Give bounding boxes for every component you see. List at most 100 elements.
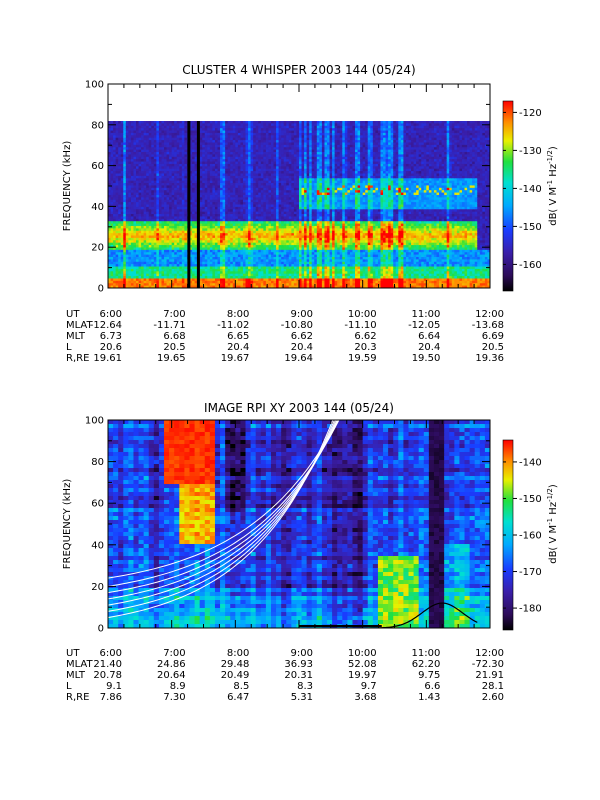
row-label: MLT [66,331,86,342]
y-tick-label: 20 [91,582,104,593]
cell-value: 7.30 [163,692,185,703]
cell-value: 3.68 [354,692,376,703]
cell-value: 28.1 [482,681,504,692]
cell-value: 20.5 [482,342,504,353]
colorbar [502,100,514,292]
cell-value: 19.67 [221,353,250,364]
y-axis-label: FREQUENCY (kHz) [62,141,73,232]
cell-value: -11.71 [153,320,185,331]
panel-cluster-whisper: CLUSTER 4 WHISPER 2003 144 (05/24) 0 20 40… [62,63,559,364]
y-tick-label: 40 [91,540,104,551]
row-label: MLT [66,670,86,681]
y-tick-label: 60 [91,499,104,510]
cell-value: 19.97 [348,670,377,681]
axes: 0 20 40 60 80 100 [85,416,491,635]
row-label: UT [66,309,80,320]
axes: 0 20 40 60 80 100 [85,80,491,295]
cell-value: -10.80 [281,320,313,331]
white-curve [108,420,338,600]
cell-value: 6:00 [100,309,122,320]
cell-value: 5.31 [291,692,313,703]
cell-value: 6.64 [418,331,440,342]
panel-image-rpi: IMAGE RPI XY 2003 144 (05/24) 0 20 40 60 80 1… [62,401,559,703]
cell-value: 6.73 [100,331,122,342]
cell-value: 19.65 [157,353,186,364]
colorbar-tick-label: -140 [519,457,542,468]
cell-value: 6.69 [482,331,504,342]
cell-value: 21.91 [475,670,504,681]
y-tick-label: 40 [91,202,104,213]
colorbar-tick-label: -150 [519,222,542,233]
y-tick-label: 0 [98,624,104,635]
cell-value: 7.86 [100,692,122,703]
colorbar-tick-label: -130 [519,146,542,157]
cell-value: 1.43 [418,692,440,703]
colorbar-tick-label: -140 [519,184,542,195]
cell-value: 6.47 [227,692,249,703]
colorbar-tick-label: -120 [519,108,542,119]
cell-value: -11.10 [344,320,376,331]
cell-value: 19.59 [348,353,377,364]
cell-value: 9:00 [291,648,313,659]
colorbar-tick-label: -160 [519,531,542,542]
y-tick-label: 100 [85,80,104,91]
white-curve [108,420,339,579]
cell-value: 8.3 [297,681,313,692]
cell-value: 19.64 [284,353,313,364]
white-curve [108,420,339,594]
white-curve [108,420,334,619]
cell-value: 2.60 [482,692,504,703]
cell-value: 6.62 [354,331,376,342]
cell-value: 20.4 [418,342,440,353]
cell-value: -72.30 [472,659,504,670]
y-axis-label: FREQUENCY (kHz) [62,479,73,570]
colorbar-tick-label: -160 [519,260,542,271]
y-tick-label: 0 [98,284,104,295]
cell-value: 8:00 [227,648,249,659]
chart-title: IMAGE RPI XY 2003 144 (05/24) [204,401,394,415]
cell-value: -12.64 [90,320,122,331]
cell-value: 20.3 [354,342,376,353]
white-curve [108,420,340,587]
cell-value: -13.68 [472,320,504,331]
cell-value: 11:00 [412,309,441,320]
cell-value: 10:00 [348,309,377,320]
cell-value: 6.68 [163,331,185,342]
colorbar-tick-label: -170 [519,567,542,578]
row-label: L [66,342,72,353]
data-gap [187,121,191,288]
data-gap [196,121,200,288]
row-label: MLAT [66,320,93,331]
cell-value: 20.4 [227,342,249,353]
cell-value: 20.4 [291,342,313,353]
cell-value: 24.86 [157,659,186,670]
cell-value: 19.50 [412,353,441,364]
row-label: UT [66,648,80,659]
cell-value: 11:00 [412,648,441,659]
cell-value: 20.31 [284,670,313,681]
colorbar-tick-label: -180 [519,604,542,615]
cell-value: 9:00 [291,309,313,320]
cell-value: -11.02 [217,320,249,331]
cell-value: 9.1 [106,681,122,692]
colorbar-label: dB( V M-1 Hz-1/2) [546,146,559,226]
cell-value: 6.65 [227,331,249,342]
cell-value: -12.05 [408,320,440,331]
cell-value: 62.20 [412,659,441,670]
white-curve [108,420,337,606]
colorbar-tick-label: -150 [519,494,542,505]
y-tick-label: 100 [85,416,104,427]
cell-value: 6:00 [100,648,122,659]
cell-value: 20.49 [221,670,250,681]
cell-value: 20.6 [100,342,122,353]
row-label: R,RE [66,692,89,703]
colorbar-ticks: -140 -150 -160 -170 -180 [503,457,542,615]
chart-title: CLUSTER 4 WHISPER 2003 144 (05/24) [182,63,415,77]
cell-value: 36.93 [284,659,313,670]
cell-value: 19.36 [475,353,504,364]
cell-value: 21.40 [93,659,122,670]
cell-value: 12:00 [475,648,504,659]
row-label: R,RE [66,353,89,364]
row-label: L [66,681,72,692]
cell-value: 29.48 [221,659,250,670]
